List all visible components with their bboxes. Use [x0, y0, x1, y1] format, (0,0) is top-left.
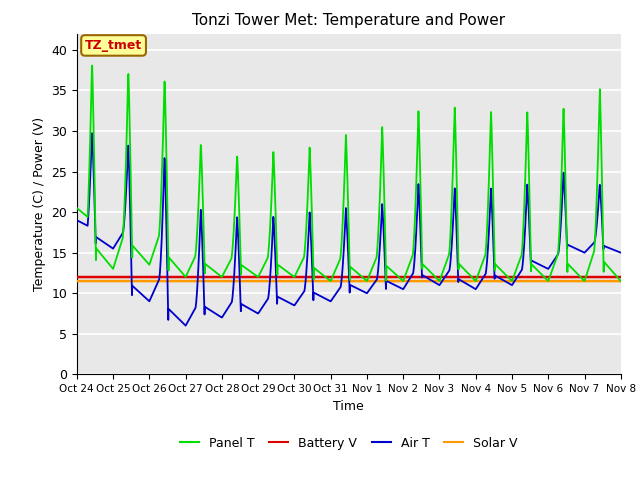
Air T: [570, 244, 577, 250]
Air T: [88, 130, 96, 136]
Panel T: [376, 179, 384, 184]
Panel T: [365, 274, 372, 280]
Legend: Panel T, Battery V, Air T, Solar V: Panel T, Battery V, Air T, Solar V: [175, 432, 523, 455]
Panel T: [225, 261, 232, 266]
Battery V: [376, 274, 384, 280]
Air T: [617, 250, 625, 255]
X-axis label: Time: Time: [333, 400, 364, 413]
Solar V: [569, 278, 577, 284]
Solar V: [365, 278, 372, 284]
Air T: [365, 288, 372, 294]
Solar V: [225, 278, 232, 284]
Battery V: [365, 274, 372, 280]
Battery V: [584, 274, 591, 280]
Solar V: [584, 278, 591, 284]
Battery V: [569, 274, 577, 280]
Panel T: [617, 278, 625, 284]
Panel T: [569, 266, 577, 272]
Text: TZ_tmet: TZ_tmet: [85, 39, 142, 52]
Air T: [73, 217, 81, 223]
Air T: [225, 304, 233, 310]
Panel T: [73, 205, 81, 211]
Solar V: [376, 278, 384, 284]
Solar V: [73, 278, 81, 284]
Air T: [377, 230, 385, 236]
Panel T: [584, 267, 592, 273]
Air T: [584, 246, 592, 252]
Battery V: [617, 274, 625, 280]
Solar V: [617, 278, 625, 284]
Solar V: [507, 278, 515, 284]
Line: Air T: Air T: [77, 133, 621, 325]
Panel T: [88, 63, 96, 69]
Battery V: [225, 274, 232, 280]
Battery V: [73, 274, 81, 280]
Line: Panel T: Panel T: [77, 66, 621, 281]
Panel T: [507, 277, 515, 283]
Battery V: [507, 274, 515, 280]
Air T: [182, 323, 189, 328]
Air T: [508, 282, 515, 288]
Title: Tonzi Tower Met: Temperature and Power: Tonzi Tower Met: Temperature and Power: [192, 13, 506, 28]
Y-axis label: Temperature (C) / Power (V): Temperature (C) / Power (V): [33, 117, 45, 291]
